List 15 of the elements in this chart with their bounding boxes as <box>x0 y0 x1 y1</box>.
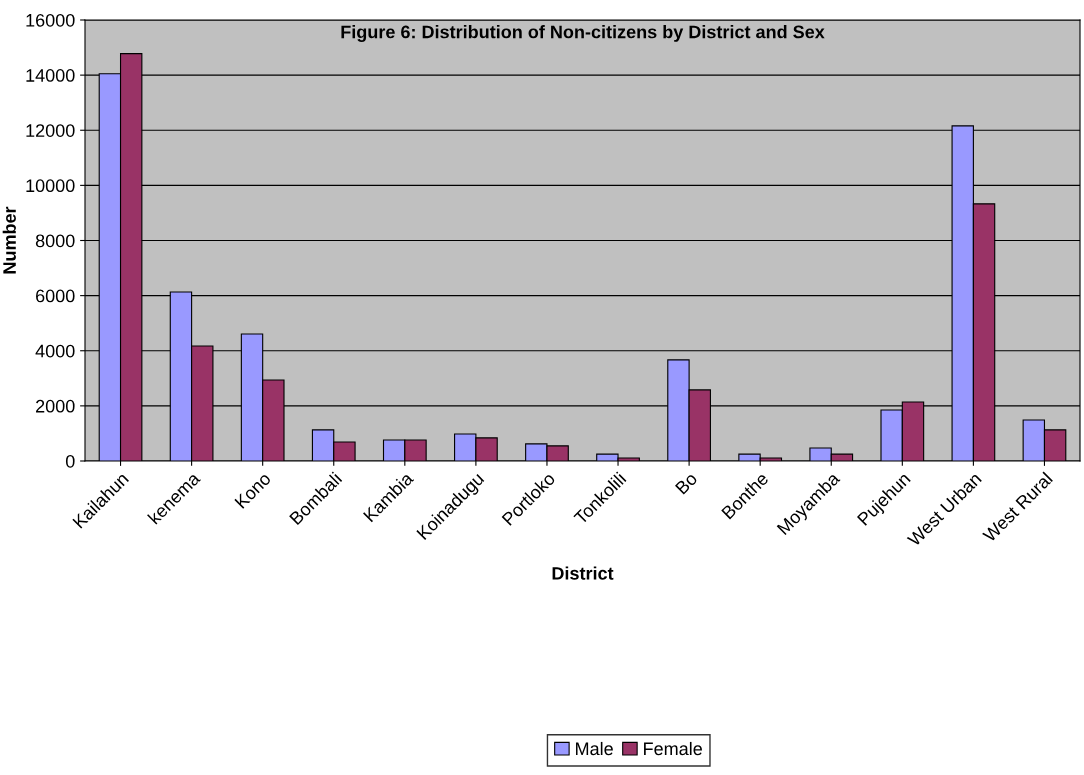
legend-label: Female <box>644 741 702 756</box>
y-tick-label: 6000 <box>36 289 75 303</box>
legend-label: Male <box>576 741 613 756</box>
y-tick-label: 16000 <box>26 13 75 27</box>
y-axis-title: Number <box>2 206 16 274</box>
y-tick-label: 8000 <box>35 234 75 248</box>
x-tick-label: Bo <box>675 471 698 495</box>
y-tick-label: 4000 <box>35 344 75 358</box>
y-tick-label: 12000 <box>26 124 75 137</box>
chart-title: Figure 6: Distribution of Non-citizens by District and Sex <box>341 25 825 42</box>
x-axis-title: District <box>552 566 614 580</box>
y-tick-label: 0 <box>65 454 75 468</box>
y-tick-label: 10000 <box>26 179 75 193</box>
y-tick-label: 14000 <box>26 69 75 82</box>
y-tick-label: 2000 <box>36 399 75 413</box>
